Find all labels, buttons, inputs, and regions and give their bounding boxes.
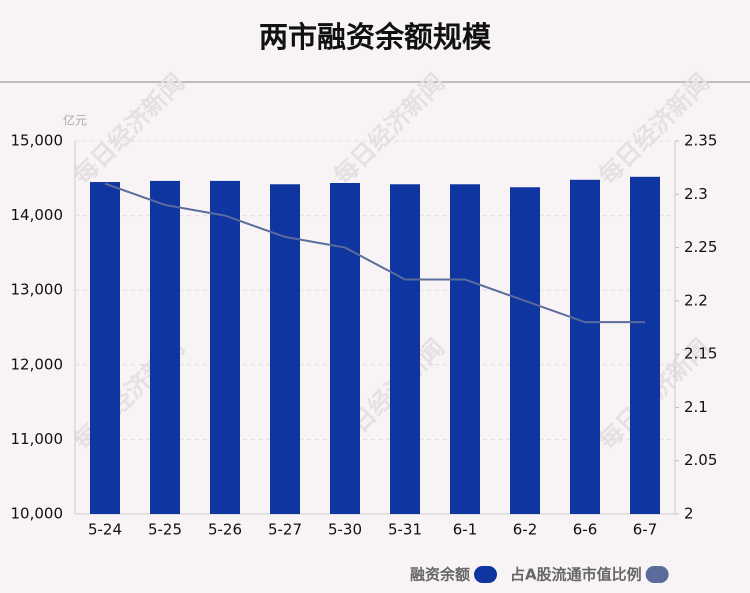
x-tick-label: 6-2 bbox=[513, 521, 538, 539]
y-tick-label: 13,000 bbox=[11, 281, 64, 299]
bar bbox=[450, 184, 480, 514]
y2-tick-label: 2.05 bbox=[684, 451, 717, 469]
legend-swatch bbox=[474, 566, 498, 583]
bar bbox=[150, 180, 180, 514]
y2-tick-label: 2.25 bbox=[684, 238, 717, 256]
y2-tick-label: 2.2 bbox=[684, 291, 708, 309]
x-tick-label: 5-30 bbox=[328, 521, 362, 539]
bar bbox=[330, 182, 360, 514]
legend-swatch bbox=[645, 566, 669, 583]
x-tick-label: 5-24 bbox=[88, 521, 122, 539]
bar bbox=[510, 187, 540, 514]
x-tick-label: 5-27 bbox=[268, 521, 302, 539]
y-tick-label: 14,000 bbox=[11, 206, 64, 224]
bar bbox=[90, 182, 120, 514]
bar bbox=[570, 179, 600, 515]
y2-tick-label: 2.3 bbox=[684, 185, 708, 203]
x-tick-label: 6-7 bbox=[633, 521, 658, 539]
y-unit: 亿元 bbox=[63, 113, 87, 128]
x-tick-label: 6-6 bbox=[573, 521, 598, 539]
y2-tick-label: 2.1 bbox=[684, 398, 708, 416]
chart-title: 两市融资余额规模 bbox=[259, 20, 492, 54]
x-tick-label: 5-25 bbox=[148, 521, 182, 539]
legend-label: 占A股流通市值比例 bbox=[510, 566, 642, 584]
x-tick-label: 5-31 bbox=[388, 521, 422, 539]
y-tick-label: 11,000 bbox=[11, 430, 64, 448]
bar bbox=[390, 184, 420, 514]
bar bbox=[210, 180, 240, 514]
bar bbox=[630, 176, 660, 515]
legend-label: 融资余额 bbox=[410, 566, 470, 584]
line bbox=[104, 182, 645, 324]
y2-tick-label: 2 bbox=[684, 505, 694, 523]
y2-tick-label: 2.35 bbox=[684, 132, 717, 150]
x-tick-label: 5-26 bbox=[208, 521, 242, 539]
y-tick-label: 15,000 bbox=[11, 132, 64, 150]
y2-tick-label: 2.15 bbox=[684, 345, 717, 363]
x-tick-label: 6-1 bbox=[453, 521, 478, 539]
y-tick-label: 12,000 bbox=[11, 355, 64, 373]
y-tick-label: 10,000 bbox=[11, 505, 64, 523]
